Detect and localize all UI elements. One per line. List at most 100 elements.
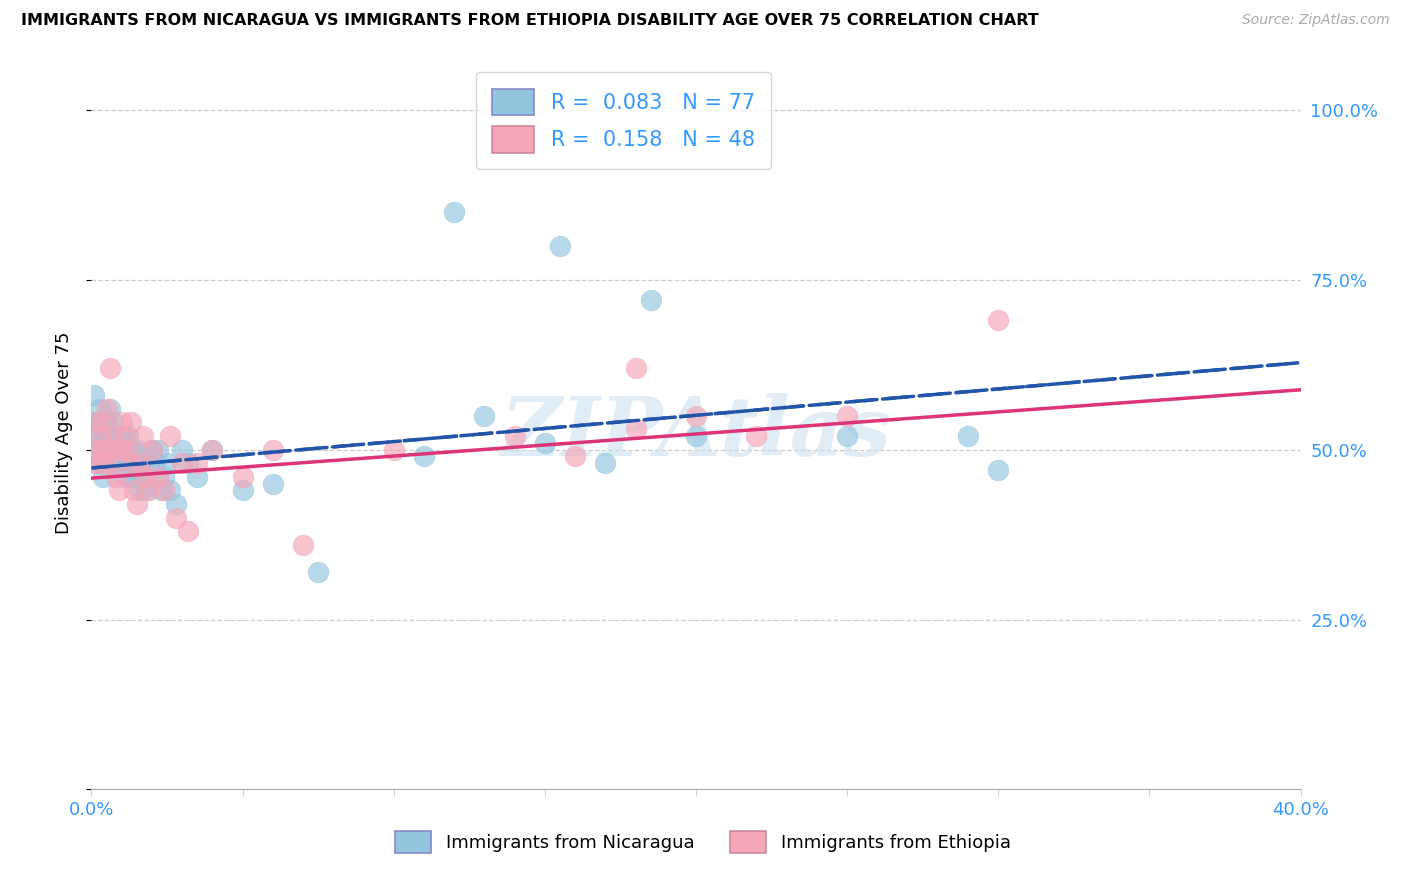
Point xyxy=(89,456,111,470)
Point xyxy=(98,361,121,376)
Point xyxy=(135,470,157,484)
Point xyxy=(93,442,115,457)
Point xyxy=(987,313,1010,327)
Point xyxy=(111,429,132,443)
Point xyxy=(89,442,111,457)
Point xyxy=(146,442,169,457)
Point xyxy=(96,456,118,470)
Point xyxy=(98,401,121,416)
Point xyxy=(564,450,586,464)
Point xyxy=(96,442,118,457)
Point xyxy=(138,456,160,470)
Point xyxy=(141,442,163,457)
Point xyxy=(98,429,121,443)
Point xyxy=(135,483,157,498)
Point xyxy=(745,429,768,443)
Point xyxy=(956,429,979,443)
Point xyxy=(101,442,124,457)
Point xyxy=(640,293,662,307)
Point xyxy=(125,497,148,511)
Point xyxy=(83,442,105,457)
Point xyxy=(107,442,129,457)
Point xyxy=(177,524,200,538)
Point xyxy=(101,456,124,470)
Point xyxy=(86,416,108,430)
Point xyxy=(128,456,150,470)
Point xyxy=(186,456,208,470)
Point xyxy=(143,456,166,470)
Point xyxy=(122,483,145,498)
Point xyxy=(262,476,284,491)
Point xyxy=(128,483,150,498)
Point xyxy=(120,442,142,457)
Point xyxy=(96,416,118,430)
Point xyxy=(231,483,253,498)
Point xyxy=(153,483,176,498)
Point xyxy=(201,442,224,457)
Point xyxy=(111,442,132,457)
Point xyxy=(503,429,526,443)
Point xyxy=(104,429,127,443)
Text: Source: ZipAtlas.com: Source: ZipAtlas.com xyxy=(1241,13,1389,28)
Point xyxy=(120,456,142,470)
Text: ZIPAtlas: ZIPAtlas xyxy=(501,392,891,473)
Point xyxy=(98,442,121,457)
Point xyxy=(987,463,1010,477)
Point xyxy=(153,470,176,484)
Point xyxy=(413,450,436,464)
Point xyxy=(165,497,187,511)
Point xyxy=(472,409,495,423)
Point xyxy=(114,429,136,443)
Point xyxy=(159,483,181,498)
Point xyxy=(83,456,105,470)
Point xyxy=(141,442,163,457)
Point xyxy=(231,470,253,484)
Point xyxy=(117,442,139,457)
Point xyxy=(835,409,858,423)
Point xyxy=(86,456,108,470)
Point xyxy=(201,442,224,457)
Point xyxy=(107,429,129,443)
Point xyxy=(93,456,115,470)
Point xyxy=(96,456,118,470)
Point xyxy=(159,429,181,443)
Point xyxy=(89,416,111,430)
Legend: R =  0.083   N = 77, R =  0.158   N = 48: R = 0.083 N = 77, R = 0.158 N = 48 xyxy=(475,72,772,169)
Point xyxy=(117,456,139,470)
Point xyxy=(101,416,124,430)
Point xyxy=(111,416,132,430)
Point xyxy=(685,409,707,423)
Point xyxy=(172,442,194,457)
Point xyxy=(89,456,111,470)
Point xyxy=(835,429,858,443)
Point xyxy=(98,442,121,457)
Point xyxy=(93,429,115,443)
Point xyxy=(96,401,118,416)
Point xyxy=(122,456,145,470)
Point xyxy=(125,470,148,484)
Point xyxy=(111,442,132,457)
Point xyxy=(86,416,108,430)
Point xyxy=(93,416,115,430)
Point xyxy=(186,470,208,484)
Point xyxy=(120,416,142,430)
Point xyxy=(172,456,194,470)
Point xyxy=(262,442,284,457)
Point xyxy=(83,388,105,402)
Point xyxy=(443,204,465,219)
Point xyxy=(165,510,187,524)
Point xyxy=(89,429,111,443)
Point xyxy=(382,442,405,457)
Point xyxy=(177,456,200,470)
Point xyxy=(86,442,108,457)
Point xyxy=(114,470,136,484)
Point xyxy=(117,429,139,443)
Point xyxy=(96,442,118,457)
Point xyxy=(93,442,115,457)
Point xyxy=(120,470,142,484)
Point xyxy=(96,429,118,443)
Legend: Immigrants from Nicaragua, Immigrants from Ethiopia: Immigrants from Nicaragua, Immigrants fr… xyxy=(388,824,1018,861)
Point xyxy=(86,442,108,457)
Point xyxy=(533,435,555,450)
Point xyxy=(132,470,155,484)
